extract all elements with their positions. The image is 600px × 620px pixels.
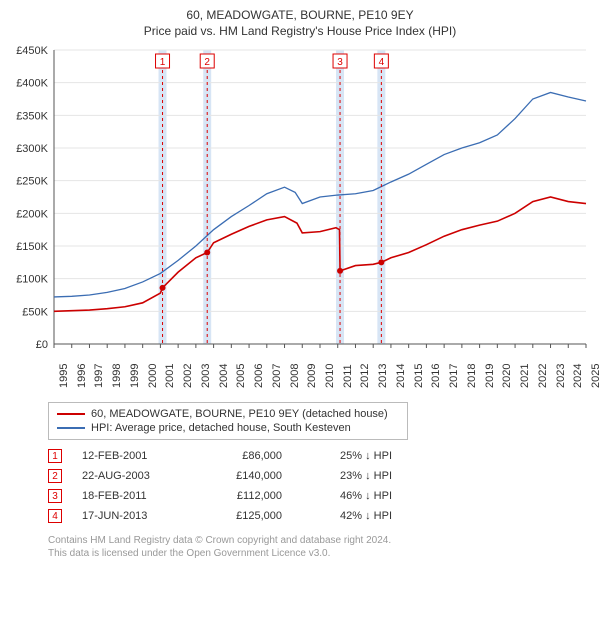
sale-pct: 42% ↓ HPI [302, 510, 392, 522]
sale-row: 4 17-JUN-2013 £125,000 42% ↓ HPI [48, 506, 592, 526]
sale-price: £140,000 [202, 470, 282, 482]
svg-text:4: 4 [379, 57, 385, 68]
svg-text:2: 2 [204, 57, 210, 68]
x-tick-label: 2018 [466, 364, 470, 388]
sale-price: £86,000 [202, 450, 282, 462]
x-tick-label: 2015 [413, 364, 417, 388]
x-tick-label: 1999 [129, 364, 133, 388]
x-axis-labels: 1995 1996 1997 1998 1999 2000 2001 2002 2003 2004… [8, 354, 592, 394]
x-tick-label: 2022 [537, 364, 541, 388]
x-tick-label: 2017 [448, 364, 452, 388]
x-tick-label: 1997 [93, 364, 97, 388]
svg-text:£0: £0 [36, 339, 48, 351]
x-tick-label: 2002 [182, 364, 186, 388]
chart-legend: 60, MEADOWGATE, BOURNE, PE10 9EY (detach… [48, 402, 408, 440]
x-tick-label: 2008 [289, 364, 293, 388]
sales-table: 1 12-FEB-2001 £86,000 25% ↓ HPI 2 22-AUG-2003… [48, 446, 592, 526]
svg-text:1: 1 [160, 57, 166, 68]
svg-text:£400K: £400K [16, 78, 48, 90]
attribution-text: Contains HM Land Registry data © Crown c… [48, 534, 592, 560]
legend-item: HPI: Average price, detached house, Sout… [57, 421, 399, 435]
svg-text:£100K: £100K [16, 274, 48, 286]
x-tick-label: 2023 [555, 364, 559, 388]
attribution-line2: This data is licensed under the Open Gov… [48, 547, 592, 560]
svg-text:£200K: £200K [16, 208, 48, 220]
sale-marker-box: 1 [48, 449, 62, 463]
sale-row: 1 12-FEB-2001 £86,000 25% ↓ HPI [48, 446, 592, 466]
legend-label: HPI: Average price, detached house, Sout… [91, 422, 351, 434]
sale-pct: 46% ↓ HPI [302, 490, 392, 502]
sale-marker-box: 3 [48, 489, 62, 503]
sale-pct: 25% ↓ HPI [302, 450, 392, 462]
x-tick-label: 2012 [359, 364, 363, 388]
x-tick-label: 2020 [501, 364, 505, 388]
sale-date: 18-FEB-2011 [82, 490, 182, 502]
svg-text:£350K: £350K [16, 110, 48, 122]
svg-text:£150K: £150K [16, 241, 48, 253]
x-tick-label: 2006 [253, 364, 257, 388]
x-tick-label: 2004 [218, 364, 222, 388]
svg-text:£450K: £450K [16, 45, 48, 57]
svg-text:£300K: £300K [16, 143, 48, 155]
x-tick-label: 2011 [342, 364, 346, 388]
sale-date: 22-AUG-2003 [82, 470, 182, 482]
sale-price: £125,000 [202, 510, 282, 522]
sale-date: 12-FEB-2001 [82, 450, 182, 462]
sale-marker-box: 4 [48, 509, 62, 523]
svg-text:£50K: £50K [22, 306, 48, 318]
x-tick-label: 2005 [235, 364, 239, 388]
legend-swatch [57, 427, 85, 429]
legend-swatch [57, 413, 85, 415]
x-tick-label: 2007 [271, 364, 275, 388]
svg-text:£250K: £250K [16, 176, 48, 188]
sale-row: 2 22-AUG-2003 £140,000 23% ↓ HPI [48, 466, 592, 486]
x-tick-label: 2000 [147, 364, 151, 388]
x-tick-label: 2010 [324, 364, 328, 388]
chart-canvas: £0 £50K £100K £150K £200K £250K £300K £350K £400… [8, 44, 592, 394]
x-tick-label: 2024 [572, 364, 576, 388]
x-tick-label: 1998 [111, 364, 115, 388]
legend-item: 60, MEADOWGATE, BOURNE, PE10 9EY (detach… [57, 407, 399, 421]
price-chart: £0 £50K £100K £150K £200K £250K £300K £350K £400… [8, 44, 592, 394]
sale-marker-box: 2 [48, 469, 62, 483]
x-tick-label: 2016 [430, 364, 434, 388]
x-tick-label: 2025 [590, 364, 594, 388]
x-tick-label: 2001 [164, 364, 168, 388]
x-tick-label: 1996 [76, 364, 80, 388]
x-tick-label: 2019 [484, 364, 488, 388]
x-tick-label: 2009 [306, 364, 310, 388]
chart-subtitle: Price paid vs. HM Land Registry's House … [8, 24, 592, 38]
chart-title: 60, MEADOWGATE, BOURNE, PE10 9EY [8, 8, 592, 22]
legend-label: 60, MEADOWGATE, BOURNE, PE10 9EY (detach… [91, 408, 388, 420]
sale-date: 17-JUN-2013 [82, 510, 182, 522]
x-tick-label: 2003 [200, 364, 204, 388]
svg-text:3: 3 [337, 57, 343, 68]
x-tick-label: 2021 [519, 364, 523, 388]
x-tick-label: 2014 [395, 364, 399, 388]
attribution-line1: Contains HM Land Registry data © Crown c… [48, 534, 592, 547]
x-tick-label: 2013 [377, 364, 381, 388]
sale-row: 3 18-FEB-2011 £112,000 46% ↓ HPI [48, 486, 592, 506]
sale-price: £112,000 [202, 490, 282, 502]
sale-pct: 23% ↓ HPI [302, 470, 392, 482]
x-tick-label: 1995 [58, 364, 62, 388]
